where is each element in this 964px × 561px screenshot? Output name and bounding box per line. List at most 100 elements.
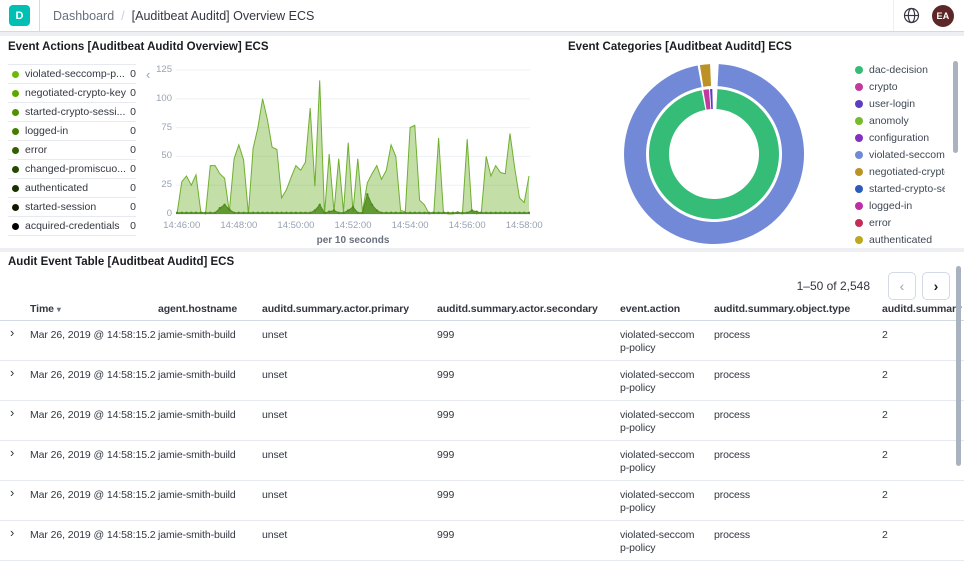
series-marker bbox=[247, 211, 250, 214]
series-marker bbox=[294, 211, 298, 214]
cell-time: Mar 26, 2019 @ 14:58:15.245 bbox=[30, 529, 156, 541]
area-chart-plot[interactable] bbox=[176, 66, 530, 218]
legend-collapse-icon[interactable]: ‹ bbox=[146, 67, 151, 82]
legend-color-dot bbox=[855, 201, 863, 210]
legend-item-label: started-crypto-se... bbox=[869, 182, 945, 195]
legend-item[interactable]: crypto bbox=[855, 78, 945, 95]
legend-item[interactable]: user-login bbox=[855, 95, 945, 112]
row-expand-chevron-icon[interactable]: › bbox=[10, 525, 15, 540]
cell-summary: 2 bbox=[882, 449, 888, 461]
donut-slice-crypto[interactable] bbox=[703, 89, 711, 110]
series-marker bbox=[466, 211, 469, 214]
breadcrumb-dashboard-link[interactable]: Dashboard bbox=[53, 8, 115, 23]
x-axis-tick-label: 14:58:00 bbox=[505, 220, 543, 231]
sort-desc-icon: ▾ bbox=[56, 305, 61, 314]
column-header-event-action[interactable]: event.action bbox=[618, 299, 712, 320]
legend-item[interactable]: anomoly bbox=[855, 112, 945, 129]
series-marker bbox=[523, 211, 526, 214]
cell-object-type: process bbox=[714, 409, 751, 421]
series-marker bbox=[418, 211, 421, 214]
globe-icon[interactable] bbox=[893, 0, 928, 31]
legend-item[interactable]: configuration bbox=[855, 129, 945, 146]
top-navigation-bar: D Dashboard / [Auditbeat Auditd] Overvie… bbox=[0, 0, 964, 32]
legend-item[interactable]: error bbox=[855, 214, 945, 231]
legend-item[interactable]: error 0 bbox=[8, 141, 136, 160]
cell-summary: 2 bbox=[882, 409, 888, 421]
legend-item[interactable]: logged-in 0 bbox=[8, 122, 136, 141]
event-actions-panel-title: Event Actions [Auditbeat Auditd Overview… bbox=[8, 41, 269, 53]
series-marker bbox=[480, 211, 483, 214]
row-expand-chevron-icon[interactable]: › bbox=[10, 405, 15, 420]
legend-item[interactable]: started-crypto-se... bbox=[855, 180, 945, 197]
legend-item[interactable]: authenticated 0 bbox=[8, 179, 136, 198]
legend-scrollbar[interactable] bbox=[953, 61, 958, 153]
x-axis-label: per 10 seconds bbox=[316, 235, 390, 246]
donut-slice-dac-decision[interactable] bbox=[648, 89, 779, 220]
legend-item[interactable]: started-session 0 bbox=[8, 198, 136, 217]
series-marker bbox=[342, 211, 345, 214]
x-axis-tick-label: 14:54:00 bbox=[391, 220, 429, 231]
cell-object-type: process bbox=[714, 489, 751, 501]
series-marker bbox=[499, 211, 502, 214]
series-marker bbox=[385, 211, 388, 214]
legend-item[interactable]: negotiated-crypto-key 0 bbox=[8, 84, 136, 103]
legend-item-value: 0 bbox=[130, 182, 136, 194]
legend-item[interactable]: acquired-credentials 0 bbox=[8, 217, 136, 236]
legend-item[interactable]: violated-seccomp... bbox=[855, 146, 945, 163]
series-marker bbox=[399, 211, 402, 214]
legend-item[interactable]: negotiated-crypto... bbox=[855, 163, 945, 180]
pagination-prev-button[interactable]: ‹ bbox=[888, 272, 916, 300]
series-marker bbox=[176, 211, 179, 214]
legend-item-value: 0 bbox=[130, 125, 136, 137]
legend-item-label: logged-in bbox=[25, 125, 69, 137]
series-marker bbox=[323, 211, 326, 214]
table-scrollbar[interactable] bbox=[956, 266, 961, 466]
legend-item[interactable]: authenticated bbox=[855, 231, 945, 248]
cell-time: Mar 26, 2019 @ 14:58:15.245 bbox=[30, 489, 156, 501]
legend-item-label: violated-seccomp-p... bbox=[25, 68, 125, 80]
series-marker bbox=[194, 211, 198, 214]
series-marker bbox=[256, 211, 260, 214]
cell-agent-hostname: jamie-smith-build bbox=[158, 489, 236, 501]
user-avatar[interactable]: EA bbox=[932, 4, 954, 27]
series-marker bbox=[351, 205, 355, 209]
legend-item[interactable]: started-crypto-sessi... 0 bbox=[8, 103, 136, 122]
pagination-next-button[interactable]: › bbox=[922, 272, 950, 300]
legend-item-label: dac-decision bbox=[869, 63, 928, 76]
cell-actor-primary: unset bbox=[262, 529, 288, 541]
donut-slice-negotiated-crypto[interactable] bbox=[699, 64, 712, 87]
legend-item[interactable]: logged-in bbox=[855, 197, 945, 214]
column-header-auditd-summary[interactable]: auditd.summary bbox=[880, 299, 964, 320]
series-marker bbox=[218, 207, 221, 210]
legend-item[interactable]: dac-decision bbox=[855, 61, 945, 78]
cell-summary: 2 bbox=[882, 329, 888, 341]
cell-actor-primary: unset bbox=[262, 409, 288, 421]
cell-actor-secondary: 999 bbox=[437, 369, 455, 381]
table-row: › Mar 26, 2019 @ 14:58:15.245 jamie-smith-… bbox=[0, 401, 964, 441]
column-header-auditd-summary-actor-primary[interactable]: auditd.summary.actor.primary bbox=[260, 299, 435, 320]
column-header-time[interactable]: Time ▾ bbox=[28, 299, 156, 320]
series-marker bbox=[456, 211, 459, 214]
series-marker bbox=[513, 211, 516, 214]
series-marker bbox=[180, 211, 183, 214]
legend-item[interactable]: changed-promiscuo... 0 bbox=[8, 160, 136, 179]
legend-item[interactable]: violated-seccomp-p... 0 bbox=[8, 65, 136, 84]
series-marker bbox=[375, 209, 378, 212]
legend-item-value: 0 bbox=[130, 68, 136, 80]
series-marker bbox=[451, 211, 455, 214]
legend-item-label: violated-seccomp... bbox=[869, 148, 945, 161]
cell-event-action: violated-seccomp-policy bbox=[620, 369, 695, 395]
column-header-auditd-summary-actor-secondary[interactable]: auditd.summary.actor.secondary bbox=[435, 299, 618, 320]
column-header-agent-hostname[interactable]: agent.hostname bbox=[156, 299, 260, 320]
donut-slice-user-login[interactable] bbox=[710, 89, 713, 110]
column-header-auditd-summary-object-type[interactable]: auditd.summary.object.type bbox=[712, 299, 880, 320]
app-logo[interactable]: D bbox=[9, 5, 30, 26]
row-expand-chevron-icon[interactable]: › bbox=[10, 365, 15, 380]
legend-item-label: started-session bbox=[25, 201, 97, 213]
cell-object-type: process bbox=[714, 529, 751, 541]
row-expand-chevron-icon[interactable]: › bbox=[10, 325, 15, 340]
row-expand-chevron-icon[interactable]: › bbox=[10, 485, 15, 500]
row-expand-chevron-icon[interactable]: › bbox=[10, 445, 15, 460]
x-axis-tick-label: 14:50:00 bbox=[277, 220, 315, 231]
